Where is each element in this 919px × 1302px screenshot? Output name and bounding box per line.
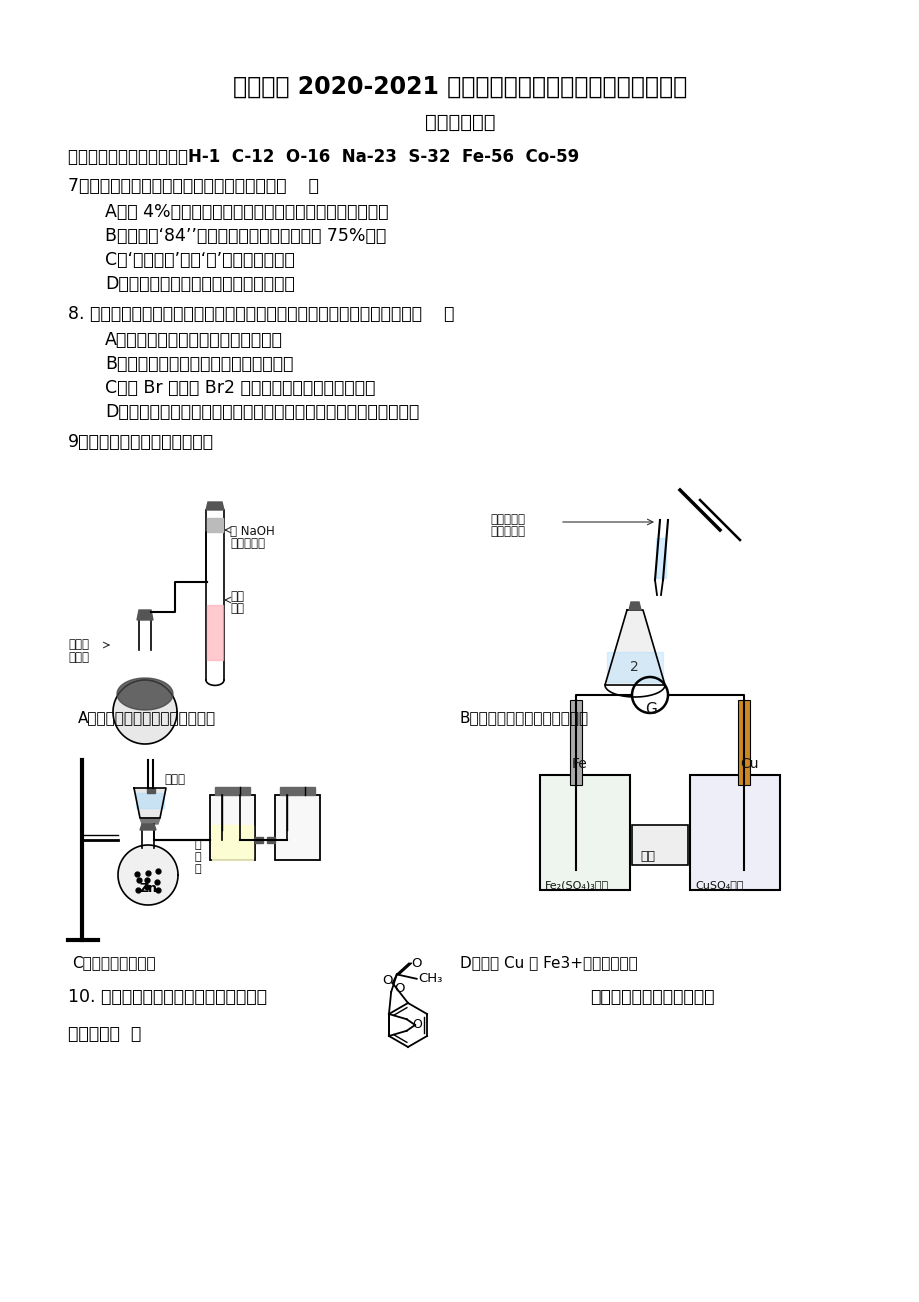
Bar <box>275 796 320 861</box>
Text: 酸: 酸 <box>195 865 201 874</box>
Text: Fe₂(SO₄)₃溶液: Fe₂(SO₄)₃溶液 <box>544 880 608 891</box>
Text: D．验证 Cu 与 Fe3+反应产生电流: D．验证 Cu 与 Fe3+反应产生电流 <box>460 954 637 970</box>
Text: G: G <box>644 702 656 717</box>
Text: O: O <box>382 974 392 987</box>
Polygon shape <box>134 788 165 818</box>
Text: A．探究浓硫酸的脱水性和氧化性: A．探究浓硫酸的脱水性和氧化性 <box>78 710 216 725</box>
Text: 滴加酌酸的: 滴加酌酸的 <box>490 513 525 526</box>
Text: B．利用潮汐发电是将化学能转化为电能: B．利用潮汐发电是将化学能转化为电能 <box>105 355 293 372</box>
Text: 溶液的棉花: 溶液的棉花 <box>230 536 265 549</box>
Text: 景博高中 2020-2021 学年第二学期高三年级第二次模拟考试: 景博高中 2020-2021 学年第二学期高三年级第二次模拟考试 <box>233 76 686 99</box>
Text: Fe: Fe <box>572 756 587 771</box>
Bar <box>689 775 779 891</box>
Polygon shape <box>140 824 156 829</box>
Text: 9、无法达到相应实验目的的是: 9、无法达到相应实验目的的是 <box>68 434 214 450</box>
Polygon shape <box>117 678 173 710</box>
Text: 浓硫酸: 浓硫酸 <box>68 651 89 664</box>
Text: A．含 4%硅的硅钢具有很高的导磁性，可用作变压器铁芯: A．含 4%硅的硅钢具有很高的导磁性，可用作变压器铁芯 <box>105 203 388 221</box>
Text: B．为增强‘84’’消毒液的消毒效果，可加入 75%酒精: B．为增强‘84’’消毒液的消毒效果，可加入 75%酒精 <box>105 227 386 245</box>
Text: 理综化学试卷: 理综化学试卷 <box>425 113 494 132</box>
Text: Cu: Cu <box>739 756 757 771</box>
Polygon shape <box>629 602 641 611</box>
Text: 溶液: 溶液 <box>230 602 244 615</box>
Text: D．柴油和生物柴油的主要成分都是烃类: D．柴油和生物柴油的主要成分都是烃类 <box>105 275 294 293</box>
Bar <box>655 538 665 578</box>
Text: 2: 2 <box>630 660 638 674</box>
Text: C．制备干燥的氢气: C．制备干燥的氢气 <box>72 954 155 970</box>
Text: 蔗糖、: 蔗糖、 <box>68 638 89 651</box>
Text: O: O <box>393 983 404 996</box>
Text: 7、化学与生活密切相关。下列说法正确的是（    ）: 7、化学与生活密切相关。下列说法正确的是（ ） <box>68 177 319 195</box>
Bar <box>147 788 154 793</box>
Text: CuSO₄溶液: CuSO₄溶液 <box>694 880 743 891</box>
Bar <box>210 796 255 861</box>
Text: O: O <box>412 957 422 970</box>
Bar <box>211 825 253 861</box>
Text: CH₃: CH₃ <box>418 973 442 986</box>
Text: 浸 NaOH: 浸 NaOH <box>230 525 275 538</box>
Text: C．‘西气东输’中的‘气’是指液化石油气: C．‘西气东输’中的‘气’是指液化石油气 <box>105 251 294 270</box>
Text: O: O <box>412 1018 422 1031</box>
Bar <box>279 786 314 796</box>
Text: B．探究温度对水解程度的影响: B．探究温度对水解程度的影响 <box>460 710 588 725</box>
Bar <box>255 837 263 842</box>
Bar <box>631 825 687 865</box>
Polygon shape <box>113 680 176 743</box>
Text: 8. 海洋具有十分巨大的开发潜力。下列有关海水综合利用的说法正确的是（    ）: 8. 海洋具有十分巨大的开发潜力。下列有关海水综合利用的说法正确的是（ ） <box>68 305 454 323</box>
Text: 硫: 硫 <box>195 852 201 862</box>
Text: A．海水晒盐的过程中只涉及化学变化: A．海水晒盐的过程中只涉及化学变化 <box>105 331 282 349</box>
Text: Zn: Zn <box>140 881 158 894</box>
Text: 品红: 品红 <box>230 590 244 603</box>
Bar <box>267 837 275 842</box>
Polygon shape <box>206 503 223 510</box>
Bar <box>136 793 164 809</box>
Text: D．从海水制得的氯化钠除食用外，还可用于氯碱工业以制备金属钠: D．从海水制得的氯化钠除食用外，还可用于氯碱工业以制备金属钠 <box>105 404 419 421</box>
Bar <box>207 518 222 533</box>
Polygon shape <box>140 818 160 824</box>
Text: 10. 花椒毒素的一种中间体结构简式如：: 10. 花椒毒素的一种中间体结构简式如： <box>68 988 267 1006</box>
Bar <box>570 700 582 785</box>
Text: 错误的是（  ）: 错误的是（ ） <box>68 1025 142 1043</box>
Text: 浓: 浓 <box>195 840 201 850</box>
Text: 醋酸钠溶液: 醋酸钠溶液 <box>490 525 525 538</box>
Polygon shape <box>137 611 153 620</box>
Text: C．将 Br 转变为 Br2 是海水提溴中关键的化学反应: C．将 Br 转变为 Br2 是海水提溴中关键的化学反应 <box>105 379 375 397</box>
Bar <box>737 700 749 785</box>
Bar <box>215 786 250 796</box>
Text: 可能用到的相对原子质量：H-1  C-12  O-16  Na-23  S-32  Fe-56  Co-59: 可能用到的相对原子质量：H-1 C-12 O-16 Na-23 S-32 Fe-… <box>68 148 579 165</box>
Bar <box>607 652 663 682</box>
Bar <box>539 775 630 891</box>
Text: ，下列有关该中间体的说法: ，下列有关该中间体的说法 <box>589 988 714 1006</box>
Text: 盐桥: 盐桥 <box>640 850 654 863</box>
Polygon shape <box>118 845 177 905</box>
Text: 稀硫酸: 稀硫酸 <box>164 773 185 786</box>
Polygon shape <box>605 611 664 685</box>
Bar <box>207 605 222 660</box>
